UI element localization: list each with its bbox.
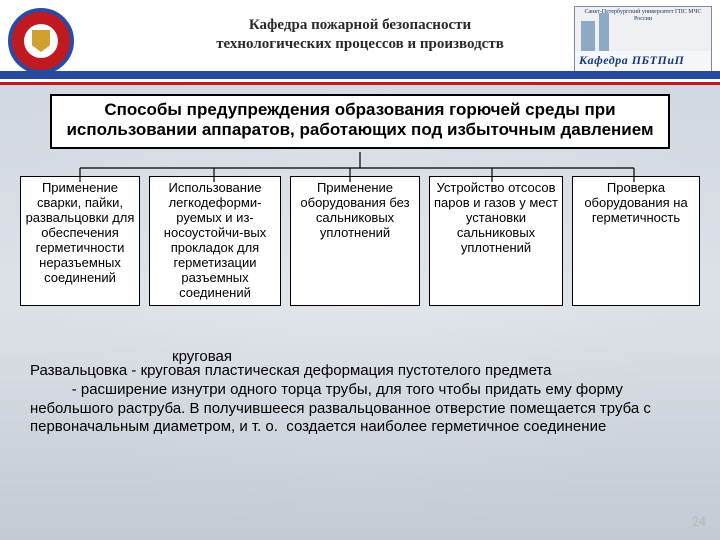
header-blue-bar (0, 71, 720, 79)
definition-overlay-word: круговая (172, 348, 232, 367)
diagram-tree: Применение сварки, пайки, развальцовки д… (20, 176, 700, 306)
definition-line1: Развальцовка - круговая пластическая деф… (30, 362, 690, 381)
logo-skyline-icon: Санкт-Петербургский университет ГПС МЧС … (575, 7, 711, 51)
logo-department-label: Кафедра ПБТПиП (575, 51, 711, 68)
department-logo: Санкт-Петербургский университет ГПС МЧС … (574, 6, 712, 74)
connector-lines (20, 158, 700, 198)
diagram-root-title: Способы предупреждения образования горюч… (50, 94, 670, 149)
logo-university-label: Санкт-Петербургский университет ГПС МЧС … (577, 9, 709, 22)
definition-text: круговая Развальцовка - круговая пластич… (30, 362, 690, 437)
definition-rest: - расширение изнутри одного торца трубы,… (30, 381, 690, 437)
header-band: Кафедра пожарной безопасности технологич… (0, 0, 720, 85)
page-number: 24 (692, 513, 706, 530)
